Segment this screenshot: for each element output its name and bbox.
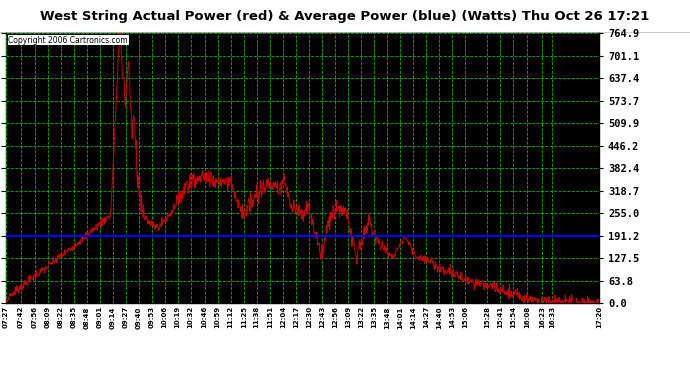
Text: 10:32: 10:32 [188, 306, 194, 328]
Text: Copyright 2006 Cartronics.com: Copyright 2006 Cartronics.com [8, 36, 128, 45]
Text: 13:48: 13:48 [384, 306, 390, 328]
Text: 14:53: 14:53 [448, 306, 455, 328]
Text: 16:33: 16:33 [549, 306, 555, 328]
Text: 12:56: 12:56 [332, 306, 337, 328]
Text: 10:59: 10:59 [215, 306, 221, 328]
Text: 07:27: 07:27 [3, 306, 8, 328]
Text: West String Actual Power (red) & Average Power (blue) (Watts) Thu Oct 26 17:21: West String Actual Power (red) & Average… [41, 10, 649, 23]
Text: 10:46: 10:46 [201, 306, 208, 328]
Text: 11:38: 11:38 [254, 306, 259, 328]
Text: 09:53: 09:53 [148, 306, 155, 328]
Text: 16:08: 16:08 [524, 306, 530, 328]
Text: 13:09: 13:09 [345, 306, 351, 328]
Text: 17:20: 17:20 [596, 306, 602, 328]
Text: 12:43: 12:43 [319, 306, 325, 328]
Text: 14:27: 14:27 [423, 306, 428, 328]
Text: 15:28: 15:28 [484, 306, 490, 328]
Text: 08:22: 08:22 [57, 306, 63, 328]
Text: 07:42: 07:42 [17, 306, 23, 328]
Text: 09:01: 09:01 [97, 306, 103, 328]
Text: 14:40: 14:40 [436, 306, 442, 328]
Text: 08:48: 08:48 [83, 306, 90, 328]
Text: 10:06: 10:06 [161, 306, 168, 328]
Text: 09:14: 09:14 [110, 306, 116, 328]
Text: 09:40: 09:40 [136, 306, 141, 328]
Text: 08:35: 08:35 [70, 306, 77, 328]
Text: 16:23: 16:23 [539, 306, 545, 328]
Text: 11:12: 11:12 [228, 306, 234, 328]
Text: 14:01: 14:01 [397, 306, 403, 328]
Text: 15:41: 15:41 [497, 306, 503, 328]
Text: 13:22: 13:22 [358, 306, 364, 328]
Text: 12:30: 12:30 [306, 306, 312, 328]
Text: 11:51: 11:51 [267, 306, 273, 328]
Text: 15:06: 15:06 [462, 306, 468, 328]
Text: 12:17: 12:17 [293, 306, 299, 328]
Text: 10:19: 10:19 [175, 306, 181, 328]
Text: 14:14: 14:14 [410, 306, 416, 328]
Text: 13:35: 13:35 [371, 306, 377, 328]
Text: 09:27: 09:27 [123, 306, 128, 328]
Text: 15:54: 15:54 [510, 306, 516, 328]
Text: 12:04: 12:04 [279, 306, 286, 328]
Text: 11:25: 11:25 [241, 306, 247, 328]
Text: 07:56: 07:56 [32, 306, 37, 328]
Text: 08:09: 08:09 [45, 306, 50, 328]
